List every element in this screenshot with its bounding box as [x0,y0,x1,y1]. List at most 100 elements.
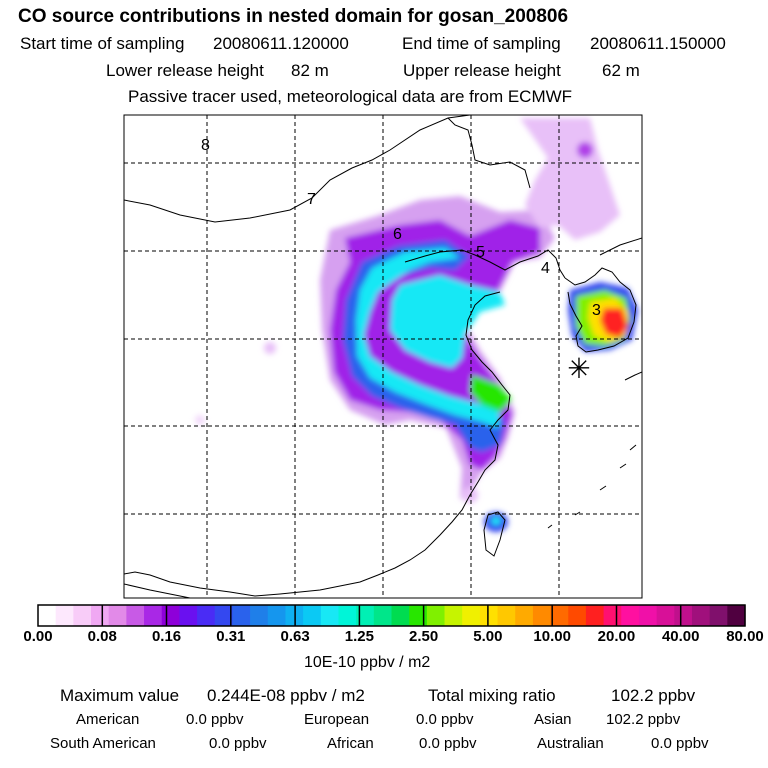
coast-korea [564,267,637,353]
max-value: 0.244E-08 ppbv / m2 [207,686,365,705]
colorbar-tick-label: 0.08 [87,628,117,645]
coast-japan [599,237,642,256]
colorbar-tick-label: 1.25 [344,628,374,645]
figure-title: CO source contributions in nested domain… [18,6,569,27]
colorbar-swatch [497,605,516,626]
colorbar-swatch [55,605,74,626]
coast-southern [124,583,191,598]
colorbar-swatch [38,605,57,626]
colorbar-swatch [585,605,605,626]
marker-4: 4 [541,260,550,277]
total-mixing-value: 102.2 ppbv [611,686,696,705]
colorbar-tick-label: 0.31 [216,628,246,645]
region-value: 0.0 ppbv [186,711,244,728]
plume-taiwan-core [491,517,501,525]
plume-cyan [356,248,500,428]
upper-release-value: 62 m [602,61,640,80]
lower-release-value: 82 m [291,61,329,80]
colorbar-swatch [91,605,110,626]
colorbar-ticks [101,605,682,626]
marker-3: 3 [592,302,601,319]
colorbar-tick-label: 0.16 [151,628,182,645]
colorbar-swatch [462,605,481,626]
islands-ryukyu [547,444,637,529]
border-north [124,115,471,223]
colorbar-swatch [603,605,622,626]
colorbar-swatch [250,605,269,626]
start-sampling-value: 20080611.120000 [213,34,349,53]
colorbar-swatch [356,605,375,626]
concentration-field [195,118,638,532]
colorbar-swatch [303,605,322,626]
colorbar-tick-label: 20.00 [597,628,636,645]
region-name: South American [50,735,156,752]
colorbar [38,605,746,626]
colorbar-swatch [568,605,587,626]
colorbar-swatch [214,605,234,626]
end-sampling-value: 20080611.150000 [590,34,726,53]
colorbar-swatch [267,605,287,626]
plume-spot-west [264,342,276,354]
colorbar-swatch [373,605,393,626]
colorbar-swatch [409,605,428,626]
coastlines [124,115,642,598]
upper-release-label: Upper release height [403,61,561,80]
colorbar-swatch [550,605,569,626]
colorbar-swatch [621,605,640,626]
coast-kyushu [624,371,642,381]
plume-north-patches [520,118,620,240]
region-value: 0.0 ppbv [416,711,474,728]
plume-spot-n [577,142,593,158]
colorbar-swatch [532,605,552,626]
colorbar-tick-label: 80.00 [726,628,764,645]
region-value: 0.0 ppbv [419,735,477,752]
max-value-label: Maximum value [60,686,180,705]
colorbar-tick-label: 40.00 [661,628,700,645]
end-sampling-label: End time of sampling [402,34,561,53]
colorbar-swatch [197,605,216,626]
colorbar-frame [37,604,746,627]
map-frame [123,114,643,599]
colorbar-swatch [444,605,463,626]
region-name: European [304,711,370,728]
colorbar-swatch [232,605,251,626]
colorbar-swatch [479,605,499,626]
plume-green [470,375,512,412]
region-value: 0.0 ppbv [651,735,709,752]
colorbar-tick-label: 2.50 [409,628,439,645]
colorbar-swatch [179,605,198,626]
region-value: 102.2 ppbv [606,711,681,728]
colorbar-swatch [515,605,534,626]
colorbar-swatch [126,605,145,626]
colorbar-unit: 10E-10 ppbv / m2 [304,654,431,671]
trajectory-markers: 8 7 6 5 4 3 [201,137,601,319]
plume-korea-red [600,308,628,338]
colorbar-swatch [73,605,92,626]
colorbar-swatch [426,605,446,626]
colorbar-swatch [108,605,127,626]
lower-release-label: Lower release height [106,61,264,80]
marker-7: 7 [307,191,316,208]
border-northeast [447,117,531,189]
colorbar-swatch [391,605,410,626]
colorbar-swatch [320,605,340,626]
colorbar-swatch [727,605,746,626]
plume-spot-sw [195,415,205,425]
coast-bohai [404,249,566,279]
subtitle: Passive tracer used, meteorological data… [128,87,573,106]
colorbar-tick-label: 0.63 [280,628,310,645]
region-name: American [76,711,140,728]
colorbar-tick-label: 5.00 [473,628,503,645]
colorbar-swatch [638,605,658,626]
coast-taiwan [483,511,506,557]
colorbar-swatch [338,605,357,626]
region-name: African [327,735,374,752]
marker-5: 5 [476,244,485,261]
region-name: Australian [537,735,604,752]
colorbar-swatch [144,605,163,626]
marker-6: 6 [393,226,402,243]
coast-shandong [124,291,511,597]
lat-lon-grid [124,115,642,598]
colorbar-tick-label: 10.00 [533,628,571,645]
